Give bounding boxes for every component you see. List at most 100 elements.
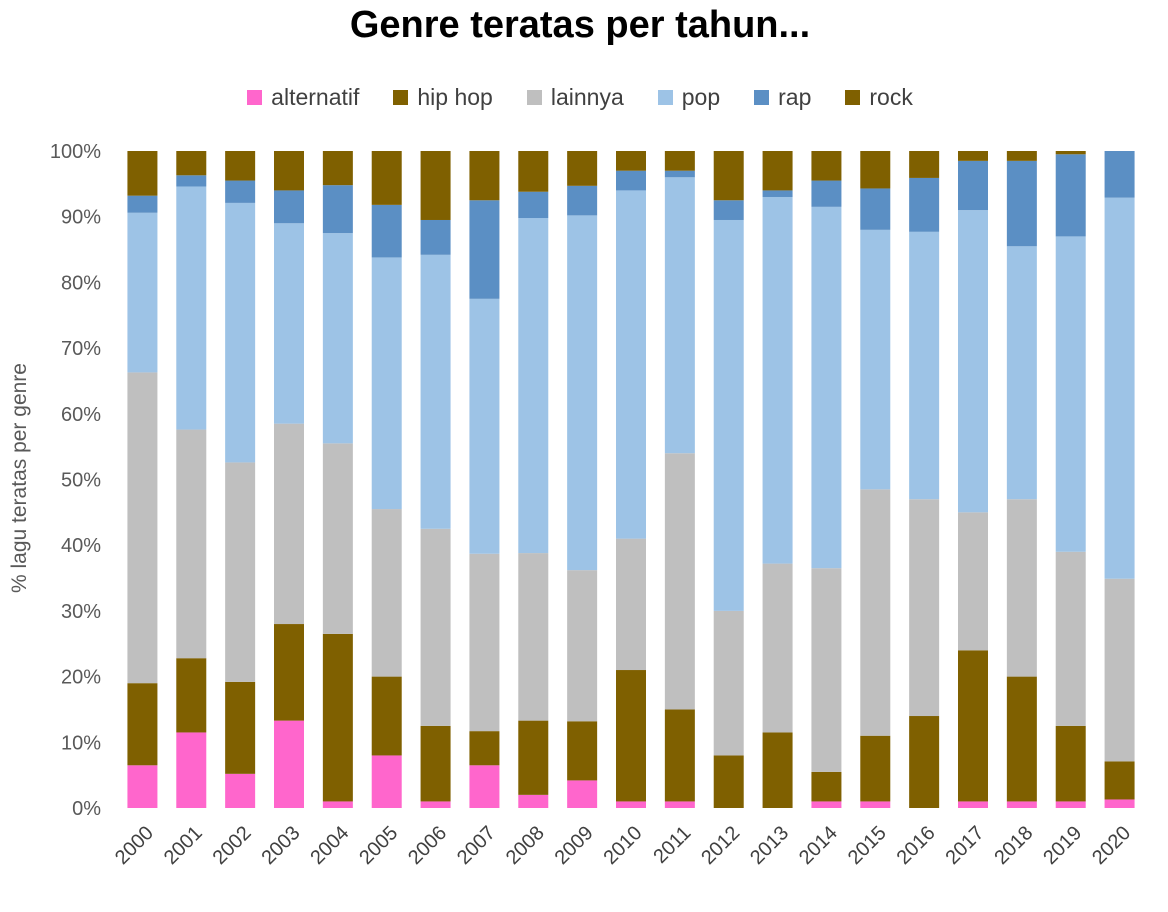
bar-segment-rap-2011 bbox=[664, 170, 695, 178]
bar-segment-hip-hop-2014 bbox=[811, 771, 842, 802]
bar-segment-pop-2020 bbox=[1104, 197, 1135, 579]
x-tick-label: 2007 bbox=[453, 822, 500, 869]
bar-segment-rock-2003 bbox=[274, 151, 304, 191]
bar-segment-rap-2002 bbox=[225, 180, 256, 203]
bar-segment-rap-2017 bbox=[958, 160, 988, 211]
bar-segment-alternatif-2014 bbox=[811, 801, 842, 808]
bar-segment-rock-2004 bbox=[322, 151, 353, 186]
bar-segment-rap-2013 bbox=[762, 190, 793, 197]
bar-segment-pop-2016 bbox=[909, 231, 940, 500]
bar-segment-alternatif-2005 bbox=[371, 755, 402, 808]
bar-segment-rock-2017 bbox=[958, 151, 988, 161]
bar-segment-lainnya-2020 bbox=[1104, 578, 1135, 762]
bar-segment-hip-hop-2018 bbox=[1006, 676, 1037, 802]
bar-segment-pop-2011 bbox=[664, 177, 695, 454]
legend-swatch-hip-hop bbox=[393, 90, 409, 105]
legend-item-hip-hop: hip hop bbox=[393, 84, 493, 111]
bar-segment-pop-2008 bbox=[518, 218, 549, 554]
bar-segment-rap-2018 bbox=[1006, 160, 1037, 247]
bar-segment-rock-2011 bbox=[664, 151, 695, 171]
bar-segment-hip-hop-2007 bbox=[469, 731, 500, 766]
bar-segment-lainnya-2002 bbox=[225, 462, 256, 682]
bar-segment-rap-2003 bbox=[274, 190, 304, 224]
bar-segment-hip-hop-2002 bbox=[225, 681, 256, 774]
legend-item-pop: pop bbox=[657, 84, 720, 111]
bar-segment-hip-hop-2010 bbox=[616, 670, 646, 802]
bar-segment-lainnya-2019 bbox=[1055, 551, 1086, 726]
y-tick-label: 90% bbox=[61, 207, 101, 229]
y-tick-label: 60% bbox=[61, 404, 101, 426]
bar-segment-hip-hop-2006 bbox=[420, 725, 451, 802]
y-tick-label: 100% bbox=[50, 141, 101, 163]
legend-item-lainnya: lainnya bbox=[526, 84, 624, 111]
bar-segment-rap-2007 bbox=[469, 200, 500, 299]
bar-segment-pop-2005 bbox=[371, 257, 402, 510]
bar-segment-hip-hop-2011 bbox=[664, 709, 695, 802]
bar-segment-hip-hop-2013 bbox=[762, 732, 793, 808]
bar-segment-alternatif-2008 bbox=[518, 794, 549, 808]
bar-segment-rock-2016 bbox=[909, 151, 940, 178]
x-tick-label: 2005 bbox=[355, 822, 402, 869]
bar-segment-lainnya-2006 bbox=[420, 528, 451, 726]
x-tick-label: 2015 bbox=[844, 822, 891, 869]
bar-segment-lainnya-2017 bbox=[958, 512, 988, 651]
bar-segment-pop-2014 bbox=[811, 206, 842, 569]
bar-segment-lainnya-2012 bbox=[713, 610, 744, 756]
bar-segment-rap-2005 bbox=[371, 204, 402, 258]
x-tick-label: 2009 bbox=[551, 822, 598, 869]
x-tick-label: 2012 bbox=[697, 822, 744, 869]
x-tick-label: 2017 bbox=[942, 822, 989, 869]
bar-segment-lainnya-2013 bbox=[762, 563, 793, 733]
bar-segment-lainnya-2009 bbox=[567, 570, 598, 722]
bar-segment-lainnya-2015 bbox=[860, 489, 891, 736]
bar-segment-hip-hop-2009 bbox=[567, 721, 598, 781]
bar-segment-rock-2010 bbox=[616, 151, 646, 171]
legend-item-alternatif: alternatif bbox=[247, 84, 359, 111]
bar-segment-rock-2013 bbox=[762, 151, 793, 191]
bar-segment-rap-2006 bbox=[420, 219, 451, 255]
legend-swatch-rap bbox=[754, 90, 770, 105]
chart-legend: alternatif hip hop lainnya pop rap rock bbox=[0, 84, 1160, 111]
x-tick-label: 2020 bbox=[1088, 822, 1135, 869]
bar-segment-hip-hop-2003 bbox=[274, 624, 304, 721]
bar-segment-pop-2002 bbox=[225, 202, 256, 463]
x-tick-label: 2010 bbox=[600, 822, 647, 869]
bar-segment-rap-2000 bbox=[127, 195, 158, 213]
x-tick-label: 2002 bbox=[209, 822, 256, 869]
y-tick-label: 40% bbox=[61, 535, 101, 557]
bar-segment-rock-2009 bbox=[567, 151, 598, 186]
bar-segment-hip-hop-2005 bbox=[371, 676, 402, 756]
x-tick-label: 2003 bbox=[258, 822, 305, 869]
y-tick-label: 80% bbox=[61, 272, 101, 294]
bar-segment-alternatif-2001 bbox=[176, 732, 207, 808]
bar-segment-pop-2001 bbox=[176, 186, 207, 430]
bar-segment-rap-2012 bbox=[713, 200, 744, 220]
y-tick-label: 50% bbox=[61, 470, 101, 492]
legend-swatch-lainnya bbox=[526, 90, 542, 105]
bar-segment-hip-hop-2000 bbox=[127, 683, 158, 766]
bar-segment-pop-2000 bbox=[127, 212, 158, 373]
bar-segment-rap-2004 bbox=[322, 185, 353, 234]
bar-segment-alternatif-2010 bbox=[616, 801, 646, 808]
bar-segment-pop-2017 bbox=[958, 210, 988, 513]
bar-segment-rap-2008 bbox=[518, 191, 549, 219]
bar-segment-rock-2001 bbox=[176, 151, 207, 176]
bar-segment-alternatif-2003 bbox=[274, 720, 304, 808]
bar-segment-rock-2012 bbox=[713, 151, 744, 201]
x-tick-label: 2001 bbox=[160, 822, 207, 869]
legend-label: rap bbox=[778, 84, 812, 110]
legend-item-rock: rock bbox=[845, 84, 913, 111]
bar-segment-lainnya-2008 bbox=[518, 553, 549, 721]
bar-segment-lainnya-2004 bbox=[322, 443, 353, 634]
bar-segment-pop-2004 bbox=[322, 233, 353, 444]
bar-segment-hip-hop-2004 bbox=[322, 633, 353, 802]
y-tick-label: 70% bbox=[61, 338, 101, 360]
bar-segment-rock-2002 bbox=[225, 151, 256, 181]
legend-label: lainnya bbox=[550, 84, 624, 110]
bar-segment-pop-2019 bbox=[1055, 236, 1086, 552]
bar-segment-rock-2008 bbox=[518, 151, 549, 192]
x-tick-label: 2011 bbox=[649, 822, 695, 868]
bar-segment-hip-hop-2015 bbox=[860, 735, 891, 802]
bar-segment-pop-2006 bbox=[420, 254, 451, 529]
